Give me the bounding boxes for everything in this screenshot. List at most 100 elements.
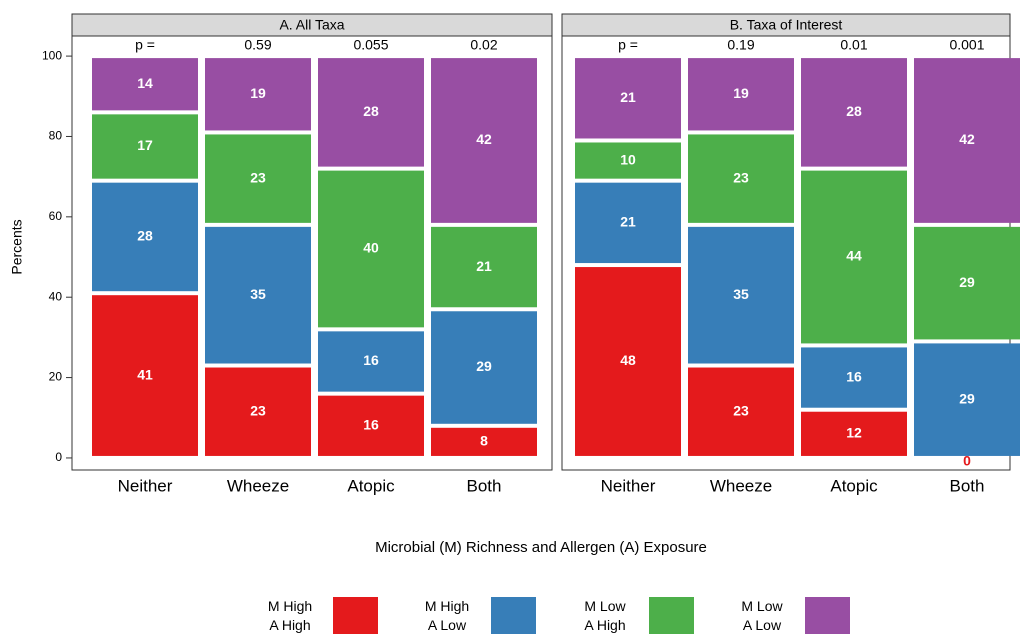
bar-segment [575,142,681,179]
bar-segment [801,58,907,167]
p-value: 0.19 [727,37,754,53]
bar-segment [431,427,537,456]
bar-segment [205,226,311,364]
data-label: 19 [733,85,749,101]
p-value: 0.001 [949,37,984,53]
x-tick-label: Atopic [830,476,878,495]
data-label: 29 [959,390,975,406]
bar-segment [688,226,794,364]
panel-title: A. All Taxa [279,17,344,33]
bar-segment [431,226,537,308]
x-tick-label: Both [467,476,502,495]
bar-segment [318,331,424,392]
data-label: 23 [250,169,266,185]
p-value: 0.01 [840,37,867,53]
y-tick-label: 20 [49,370,63,384]
data-label: 23 [733,402,749,418]
bar-segment [205,134,311,223]
bar-segment [688,134,794,223]
bar-segment [205,58,311,131]
x-tick-label: Neither [601,476,656,495]
data-label: 8 [480,433,488,449]
x-tick-label: Wheeze [227,476,289,495]
data-label: 28 [363,103,379,119]
bar-segment [92,114,198,179]
legend-label: M Low A Low [741,598,783,633]
bar-segment [92,295,198,456]
bar-segment [914,58,1020,223]
bar-segment [318,170,424,328]
y-tick-label: 100 [42,48,62,62]
data-label: 28 [846,103,862,119]
x-tick-label: Neither [118,476,173,495]
p-value: 0.055 [353,37,388,53]
data-label: 29 [476,358,492,374]
data-label: 23 [733,169,749,185]
p-value: p = [135,37,155,53]
legend-label: M Low A High [584,598,626,633]
bar-segment [205,367,311,456]
bar-segment [688,58,794,131]
bar-segment [318,395,424,456]
data-label: 29 [959,274,975,290]
strip [71,13,553,37]
data-label: 19 [250,85,266,101]
legend-swatch [491,597,536,634]
bar-segment [575,58,681,139]
data-label: 21 [620,214,636,230]
y-tick-label: 40 [49,289,63,303]
bar-segment [575,267,681,456]
data-label: 14 [137,75,153,91]
legend-swatch [333,597,378,634]
p-value: p = [618,37,638,53]
strip [561,13,1011,37]
legend-label: M High A Low [424,598,470,633]
y-axis-label: Percents [9,219,25,274]
bar-segment [914,226,1020,340]
p-value: 0.02 [470,37,497,53]
bar-segment [431,311,537,424]
bar-segment [318,58,424,167]
data-label: 12 [846,425,862,441]
data-label: 42 [476,131,492,147]
bar-segment [801,170,907,344]
data-label: 41 [137,366,153,382]
data-label: 35 [250,286,266,302]
legend-swatch [805,597,850,634]
data-label: 0 [963,453,971,469]
bar-segment [801,347,907,408]
bar-segment [801,411,907,456]
data-label: 28 [137,228,153,244]
bar-segment [688,367,794,456]
x-tick-label: Wheeze [710,476,772,495]
data-label: 35 [733,286,749,302]
data-label: 40 [363,240,379,256]
bar-segment [92,182,198,292]
x-tick-label: Both [950,476,985,495]
data-label: 10 [620,151,636,167]
data-label: 42 [959,131,975,147]
data-label: 17 [137,137,153,153]
bar-segment [575,182,681,264]
bar-segment [914,343,1020,456]
data-label: 23 [250,402,266,418]
x-tick-label: Atopic [347,476,395,495]
y-tick-label: 80 [49,129,63,143]
data-label: 48 [620,352,636,368]
legend-label: M High A High [267,598,313,633]
data-label: 44 [846,248,862,264]
bar-segment [92,58,198,111]
p-value: 0.59 [244,37,271,53]
data-label: 16 [846,368,862,384]
data-label: 16 [363,352,379,368]
y-tick-label: 60 [49,209,63,223]
panel-title: B. Taxa of Interest [730,17,843,33]
x-axis-label: Microbial (M) Richness and Allergen (A) … [375,539,707,556]
legend-swatch [649,597,694,634]
data-label: 21 [620,89,636,105]
y-tick-label: 0 [55,450,62,464]
bar-segment [431,58,537,223]
data-label: 16 [363,416,379,432]
